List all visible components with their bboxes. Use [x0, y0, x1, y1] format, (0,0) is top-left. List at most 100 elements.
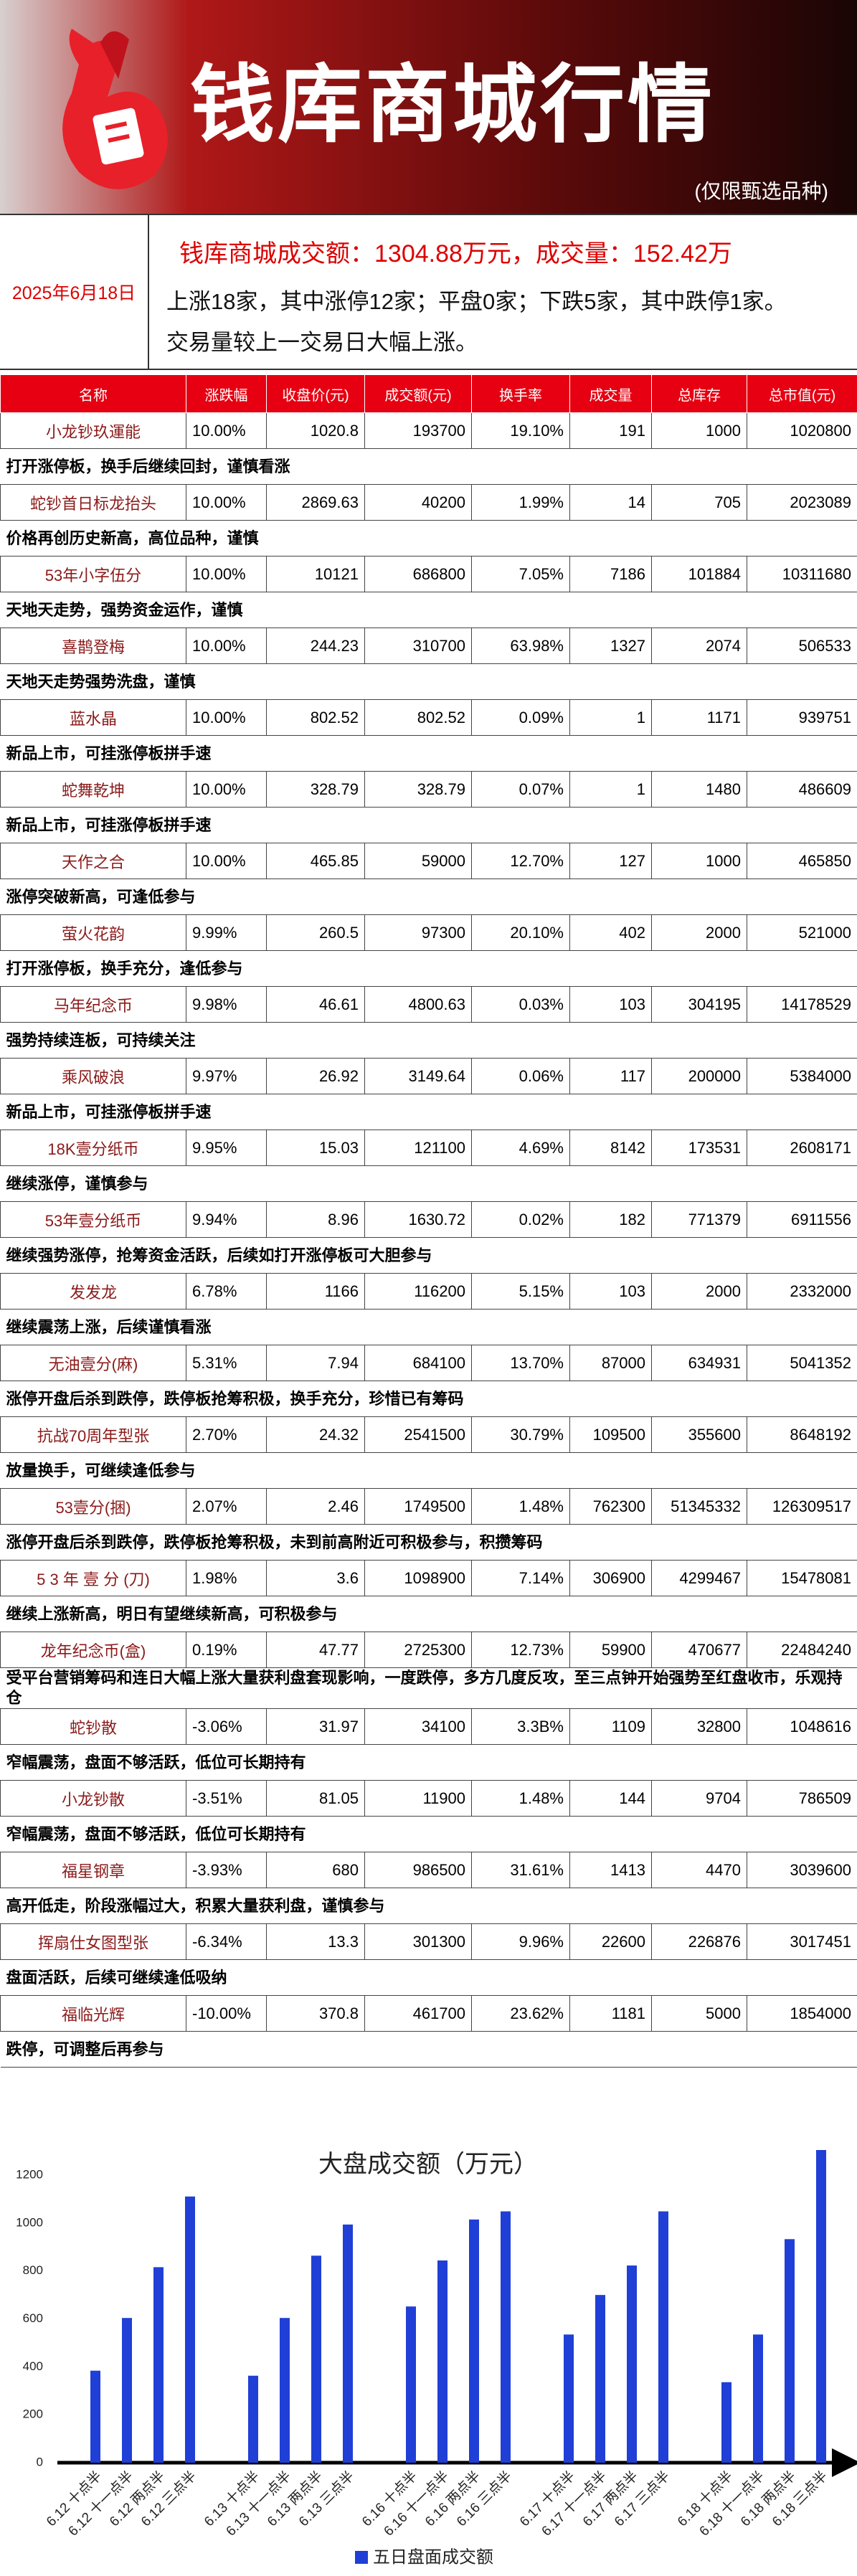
note-row: 受平台营销筹码和连日大幅上涨大量获利盘套现影响，一度跌停，多方几度反攻，至三点钟… — [0, 1667, 857, 1709]
cell: 2332000 — [747, 1273, 857, 1310]
cell: 301300 — [364, 1923, 472, 1960]
cell: 9.98% — [186, 986, 267, 1023]
cell: -6.34% — [186, 1923, 267, 1960]
market-table: 名称 涨跌幅 收盘价(元) 成交额(元) 换手率 成交量 总库存 总市值(元) 小龙钞玖運能 1… — [0, 374, 857, 2068]
cell: 802.52 — [266, 699, 365, 736]
note-row: 继续涨停，谨慎参与 — [0, 1165, 857, 1202]
data-row: 5 3 年 壹 分 (刀) 1.98% 3.6 1098900 7.14% 306900 4… — [0, 1560, 857, 1596]
cell: 2074 — [651, 628, 747, 664]
cell: 1630.72 — [364, 1201, 472, 1238]
cell: 244.23 — [266, 628, 365, 664]
cell: 465850 — [747, 843, 857, 879]
cell: 771379 — [651, 1201, 747, 1238]
cell: 1 — [569, 699, 652, 736]
bar — [816, 2150, 826, 2463]
item-name: 18K壹分纸币 — [0, 1130, 186, 1166]
bar — [753, 2334, 763, 2463]
cell: 23.62% — [471, 1995, 570, 2032]
cell: 32800 — [651, 1708, 747, 1745]
table-body: 小龙钞玖運能 10.00% 1020.8 193700 19.10% 191 1000 102… — [0, 412, 857, 2068]
column-header: 总库存 — [651, 374, 747, 413]
logo — [62, 29, 168, 189]
cell: 182 — [569, 1201, 652, 1238]
cell: 10311680 — [747, 556, 857, 592]
cell: 0.19% — [186, 1632, 267, 1668]
header: 钱库商城行情 (仅限甄选品种) — [0, 0, 857, 214]
cell: 15478081 — [747, 1560, 857, 1596]
cell: 1000 — [651, 412, 747, 449]
note-row: 价格再创历史新高，高位品种，谨慎 — [0, 520, 857, 557]
bar — [564, 2334, 574, 2463]
legend-swatch — [355, 2551, 368, 2564]
cell: 680 — [266, 1852, 365, 1888]
bar — [122, 2318, 132, 2463]
cell: 402 — [569, 914, 652, 951]
bar — [595, 2295, 605, 2463]
item-name: 萤火花韵 — [0, 914, 186, 951]
cell: 127 — [569, 843, 652, 879]
data-row: 发发龙 6.78% 1166 116200 5.15% 103 2000 2332000 — [0, 1273, 857, 1310]
item-name: 福星钢章 — [0, 1852, 186, 1888]
data-row: 蛇舞乾坤 10.00% 328.79 328.79 0.07% 1 1480 486609 — [0, 771, 857, 808]
cell: 0.03% — [471, 986, 570, 1023]
cell: 5.31% — [186, 1345, 267, 1381]
y-tick-label: 1200 — [16, 2168, 43, 2182]
note-row: 高开低走，阶段涨幅过大，积累大量获利盘，谨慎参与 — [0, 1888, 857, 1924]
cell: 14 — [569, 484, 652, 521]
cell: 9.99% — [186, 914, 267, 951]
item-name: 5 3 年 壹 分 (刀) — [0, 1560, 186, 1596]
data-row: 蓝水晶 10.00% 802.52 802.52 0.09% 1 1171 939751 — [0, 699, 857, 736]
note: 继续涨停，谨慎参与 — [0, 1165, 857, 1202]
bar — [280, 2318, 290, 2463]
cell: 0.07% — [471, 771, 570, 808]
cell: 5384000 — [747, 1058, 857, 1094]
cell: 0.09% — [471, 699, 570, 736]
date: 2025年6月18日 — [0, 215, 149, 369]
chart-title: 大盘成交额（万元） — [318, 2151, 538, 2178]
data-row: 龙年纪念币(盒) 0.19% 47.77 2725300 12.73% 59900 4706… — [0, 1632, 857, 1668]
cell: 1171 — [651, 699, 747, 736]
cell: 7186 — [569, 556, 652, 592]
note-row: 新品上市，可挂涨停板拼手速 — [0, 807, 857, 843]
cell: 3.6 — [266, 1560, 365, 1596]
note: 天地天走势强势洗盘，谨慎 — [0, 663, 857, 700]
note-row: 窄幅震荡，盘面不够活跃，低位可长期持有 — [0, 1816, 857, 1852]
note-row: 盘面活跃，后续可继续逢低吸纳 — [0, 1959, 857, 1996]
note: 继续上涨新高，明日有望继续新高，可积极参与 — [0, 1596, 857, 1632]
cell: 3149.64 — [364, 1058, 472, 1094]
cell: 15.03 — [266, 1130, 365, 1166]
cell: -3.51% — [186, 1780, 267, 1817]
cell: 4299467 — [651, 1560, 747, 1596]
data-row: 天作之合 10.00% 465.85 59000 12.70% 127 1000 465850 — [0, 843, 857, 879]
bar — [248, 2375, 258, 2463]
cell: 1.99% — [471, 484, 570, 521]
data-row: 福临光辉 -10.00% 370.8 461700 23.62% 1181 5000 1854… — [0, 1995, 857, 2032]
data-row: 小龙钞玖運能 10.00% 1020.8 193700 19.10% 191 1000 102… — [0, 412, 857, 449]
column-header: 成交额(元) — [364, 374, 472, 413]
data-row: 小龙钞散 -3.51% 81.05 11900 1.48% 144 9704 786509 — [0, 1780, 857, 1817]
item-name: 乘风破浪 — [0, 1058, 186, 1094]
cell: 2000 — [651, 914, 747, 951]
cell: 634931 — [651, 1345, 747, 1381]
note: 打开涨停板，换手后继续回封，谨慎看涨 — [0, 448, 857, 485]
note-row: 天地天走势，强势资金运作，谨慎 — [0, 592, 857, 628]
cell: 2023089 — [747, 484, 857, 521]
cell: 3.3B% — [471, 1708, 570, 1745]
cell: 19.10% — [471, 412, 570, 449]
note: 高开低走，阶段涨幅过大，积累大量获利盘，谨慎参与 — [0, 1888, 857, 1924]
note-row: 继续震荡上涨，后续谨慎看涨 — [0, 1309, 857, 1345]
cell: 59900 — [569, 1632, 652, 1668]
cell: 10.00% — [186, 412, 267, 449]
cell: 40200 — [364, 484, 472, 521]
cell: 684100 — [364, 1345, 472, 1381]
cell: 31.61% — [471, 1852, 570, 1888]
item-name: 53年壹分纸币 — [0, 1201, 186, 1238]
cell: 1854000 — [747, 1995, 857, 2032]
column-header: 成交量 — [569, 374, 652, 413]
note: 继续震荡上涨，后续谨慎看涨 — [0, 1309, 857, 1345]
cell: 1181 — [569, 1995, 652, 2032]
cell: -3.06% — [186, 1708, 267, 1745]
note-row: 涨停开盘后杀到跌停，跌停板抢筹积极，未到前高附近可积极参与，积攒筹码 — [0, 1524, 857, 1561]
note-row: 继续强势涨停，抢筹资金活跃，后续如打开涨停板可大胆参与 — [0, 1237, 857, 1274]
note: 受平台营销筹码和连日大幅上涨大量获利盘套现影响，一度跌停，多方几度反攻，至三点钟… — [0, 1667, 857, 1709]
